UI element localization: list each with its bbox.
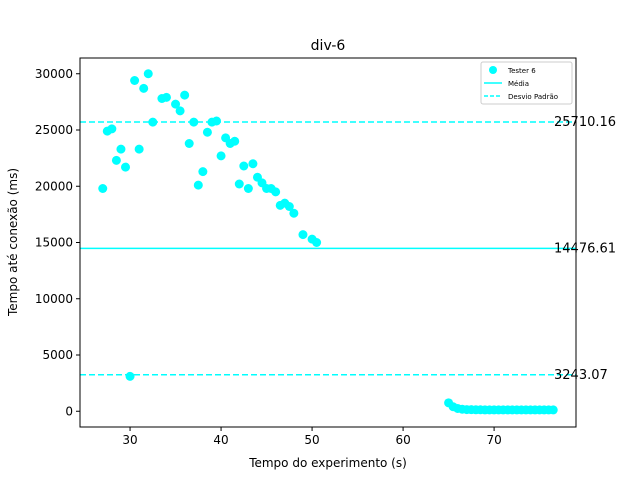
x-tick-label: 50 xyxy=(304,433,319,447)
data-point xyxy=(239,161,249,171)
data-point xyxy=(198,167,208,177)
data-point xyxy=(139,83,149,93)
data-point xyxy=(143,69,153,79)
y-axis-ticks: 0 5000 10000 15000 20000 25000 30000 xyxy=(35,67,80,418)
x-tick-label: 30 xyxy=(122,433,137,447)
data-point xyxy=(98,184,108,193)
data-point xyxy=(312,238,322,247)
y-tick-label: 30000 xyxy=(35,67,73,81)
y-tick-label: 15000 xyxy=(35,236,73,250)
reference-line-label: 14476.61 xyxy=(554,241,616,256)
x-axis-label: Tempo do experimento (s) xyxy=(248,456,407,470)
data-point xyxy=(548,405,558,415)
data-point xyxy=(243,184,253,193)
y-tick-label: 10000 xyxy=(35,292,73,306)
data-point xyxy=(171,99,181,109)
y-tick-label: 0 xyxy=(65,404,73,418)
data-point xyxy=(212,116,222,126)
plot-area: 14476.61 25710.16 3243.07 xyxy=(79,57,616,428)
y-tick-label: 20000 xyxy=(35,179,73,193)
data-point xyxy=(216,151,226,161)
legend: Tester 6 Média Desvio Padrão xyxy=(480,61,573,105)
data-point xyxy=(189,117,199,127)
legend-box xyxy=(480,61,573,105)
chart-title: div-6 xyxy=(311,38,346,54)
data-point xyxy=(111,155,121,165)
data-point xyxy=(248,159,258,169)
data-point xyxy=(202,127,212,137)
reference-line-labels: 14476.61 25710.16 3243.07 xyxy=(554,115,616,383)
data-point xyxy=(230,136,240,146)
data-point xyxy=(180,90,190,100)
data-point xyxy=(121,162,131,172)
axes-frame xyxy=(79,57,577,428)
data-point xyxy=(193,180,203,190)
data-point xyxy=(125,371,135,381)
x-tick-label: 70 xyxy=(486,433,501,447)
data-point xyxy=(271,187,281,197)
y-tick-label: 5000 xyxy=(42,348,73,362)
legend-label: Tester 6 xyxy=(507,67,536,75)
legend-label: Desvio Padrão xyxy=(508,93,558,101)
y-tick-label: 25000 xyxy=(35,123,73,137)
data-point xyxy=(116,144,126,154)
data-point xyxy=(134,144,144,154)
reference-line-label: 25710.16 xyxy=(554,115,616,130)
y-axis-label: Tempo até conexão (ms) xyxy=(6,168,20,317)
data-point xyxy=(130,76,140,85)
reference-line-label: 3243.07 xyxy=(554,368,608,383)
scatter-points xyxy=(98,69,558,415)
x-axis-ticks: 30 40 50 60 70 xyxy=(122,427,502,447)
legend-marker xyxy=(489,66,497,74)
data-point xyxy=(107,124,117,134)
legend-label: Média xyxy=(508,80,529,88)
data-point xyxy=(298,230,308,240)
data-point xyxy=(175,106,185,116)
x-tick-label: 60 xyxy=(395,433,410,447)
x-tick-label: 40 xyxy=(213,433,228,447)
data-point xyxy=(284,202,294,211)
data-point xyxy=(289,208,299,218)
data-point xyxy=(234,179,244,189)
data-point xyxy=(184,139,194,148)
reference-lines xyxy=(80,121,576,376)
data-point xyxy=(161,92,171,102)
data-point xyxy=(148,117,158,127)
